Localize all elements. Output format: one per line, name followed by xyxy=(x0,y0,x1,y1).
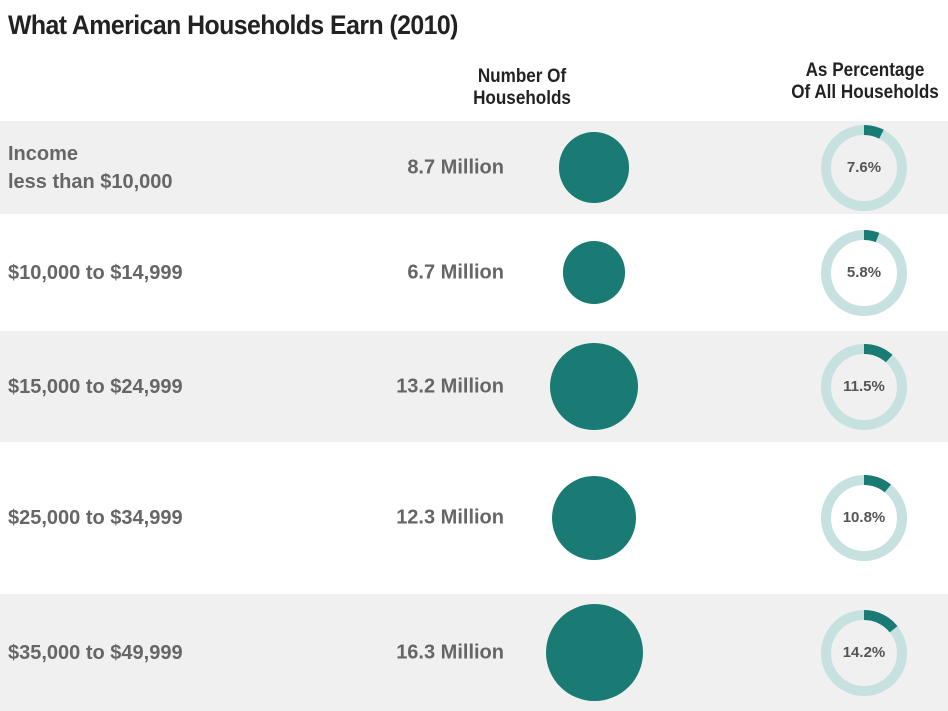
income-bracket-label: $10,000 to $14,999 xyxy=(8,259,183,287)
table-row: Income less than $10,000 8.7 Million 7.6% xyxy=(0,121,948,214)
percentage-donut-graphic xyxy=(821,124,907,211)
column-header-count-line-1: Number Of xyxy=(477,66,567,87)
table-row: $10,000 to $14,999 6.7 Million 5.8% xyxy=(0,214,948,331)
percentage-donut: 5.8% xyxy=(818,227,910,319)
household-count-label: 8.7 Million xyxy=(407,156,504,178)
table-row: $25,000 to $34,999 12.3 Million 10.8% xyxy=(0,442,948,594)
percentage-donut-arc xyxy=(821,229,907,316)
column-header-percent-line-1: As Percentage xyxy=(805,60,925,81)
percentage-donut: 14.2% xyxy=(818,607,910,699)
percentage-donut: 7.6% xyxy=(818,122,910,214)
percentage-label: 14.2% xyxy=(842,643,886,661)
chart-title: What American Households Earn (2010) xyxy=(8,10,458,40)
percentage-donut-graphic xyxy=(821,343,907,430)
household-count-label: 6.7 Million xyxy=(407,261,504,283)
percentage-donut-graphic xyxy=(821,229,907,316)
percentage-donut-arc xyxy=(821,609,907,696)
income-bracket-label-line: $35,000 to $49,999 xyxy=(8,641,183,664)
income-bracket-label: Income less than $10,000 xyxy=(8,140,173,196)
income-bracket-label: $35,000 to $49,999 xyxy=(8,639,183,667)
percentage-donut-graphic xyxy=(821,475,907,561)
percentage-donut-graphic xyxy=(821,609,907,696)
income-bracket-label-line: less than $10,000 xyxy=(8,170,173,193)
percentage-label: 7.6% xyxy=(846,158,882,176)
column-header-count: Number Of Households xyxy=(439,66,605,110)
table-row: $35,000 to $49,999 16.3 Million 14.2% xyxy=(0,594,948,711)
household-count-label: 12.3 Million xyxy=(396,506,504,529)
income-bracket-label: $15,000 to $24,999 xyxy=(8,373,183,401)
income-bracket-label-line: $10,000 to $14,999 xyxy=(8,261,183,284)
percentage-donut-arc xyxy=(821,343,907,430)
household-count-label: 13.2 Million xyxy=(396,375,504,397)
household-count-bubble xyxy=(545,604,643,701)
income-bracket-label: $25,000 to $34,999 xyxy=(8,504,183,532)
table-row: $15,000 to $24,999 13.2 Million 11.5% xyxy=(0,331,948,442)
percentage-label: 11.5% xyxy=(843,377,885,395)
household-count-bubble xyxy=(551,475,637,561)
percentage-label: 10.8% xyxy=(842,509,886,526)
percentage-donut: 10.8% xyxy=(818,472,910,564)
household-count-bubble xyxy=(562,241,626,304)
column-header-percent: As Percentage Of All Households xyxy=(771,60,948,104)
column-header-count-line-2: Households xyxy=(473,88,571,109)
household-count-bubble xyxy=(558,132,630,203)
income-bracket-label-line: Income xyxy=(8,142,79,165)
column-header-percent-line-2: Of All Households xyxy=(791,82,939,103)
income-bracket-label-line: $15,000 to $24,999 xyxy=(8,375,183,398)
percentage-donut-arc xyxy=(821,475,907,561)
income-bracket-label-line: $25,000 to $34,999 xyxy=(8,507,183,529)
household-count-bubble xyxy=(550,342,638,431)
percentage-donut-arc xyxy=(821,124,907,211)
percentage-donut: 11.5% xyxy=(818,341,910,433)
household-count-label: 16.3 Million xyxy=(396,641,504,663)
percentage-label: 5.8% xyxy=(846,263,882,281)
